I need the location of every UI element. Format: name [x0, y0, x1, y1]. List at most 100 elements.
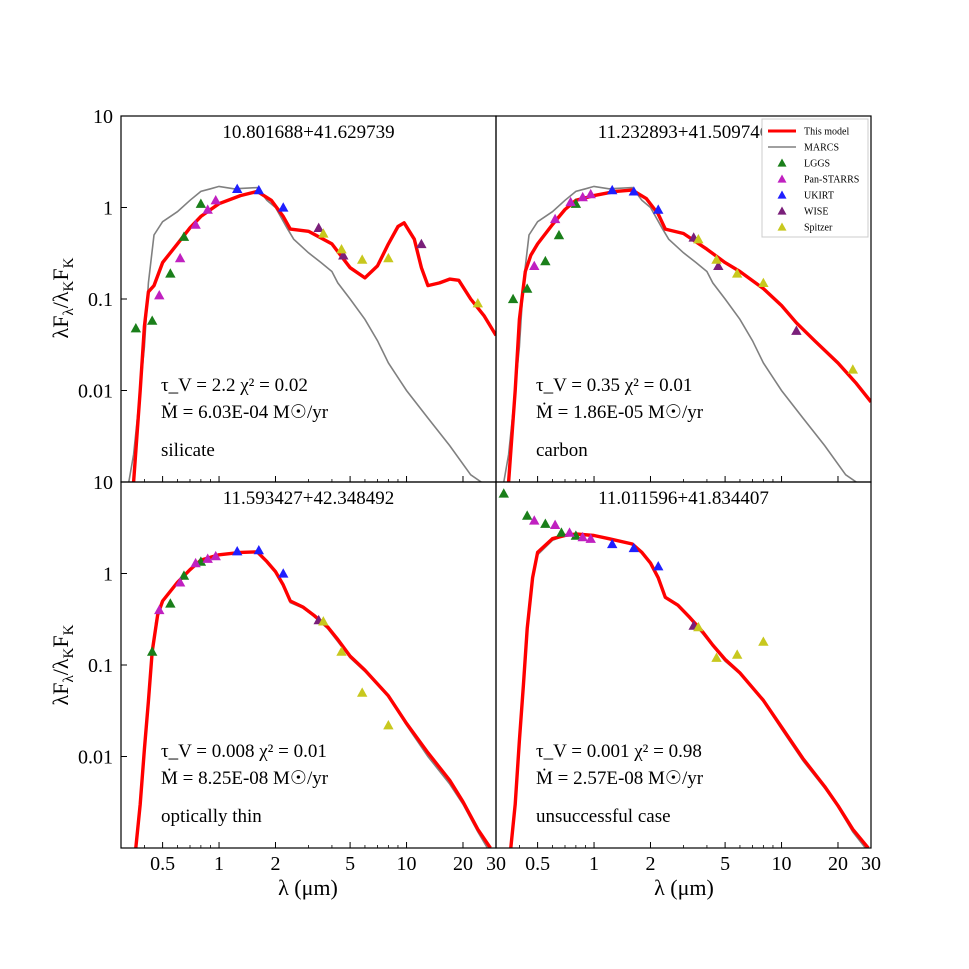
legend-label: This model — [804, 127, 849, 138]
x-tick-label: 5 — [345, 853, 355, 875]
data-point-ukirt — [653, 561, 664, 571]
panels: 10.801688+41.629739 τ_V = 2.2 χ² = 0.02 Ṁ … — [78, 106, 881, 875]
data-point-pan-starrs — [529, 515, 540, 525]
panel-frame — [120, 115, 497, 483]
data-point-pan-starrs — [190, 219, 201, 229]
data-point-lggs — [556, 527, 567, 537]
data-point-ukirt — [278, 202, 289, 212]
data-point-pan-starrs — [154, 290, 165, 300]
data-point-lggs — [521, 283, 533, 293]
x-axis-label-right: λ (μm) — [654, 875, 714, 900]
x-tick-label: 30 — [861, 853, 881, 875]
data-point-spitzer — [758, 277, 769, 288]
data-point-spitzer — [711, 254, 722, 264]
x-tick-label: 2 — [645, 853, 655, 875]
data-point-lggs — [521, 510, 533, 520]
data-point-ukirt — [607, 538, 618, 549]
x-axis-label-left: λ (μm) — [278, 875, 338, 900]
tau-chi2-annotation: τ_V = 2.2 χ² = 0.02 — [161, 375, 308, 396]
x-tick-label: 0.5 — [525, 853, 550, 875]
data-point-lggs — [570, 530, 582, 540]
data-point-spitzer — [356, 687, 368, 697]
data-point-ukirt — [278, 568, 289, 578]
legend-entry: This model — [768, 127, 849, 138]
panel-frame — [120, 481, 497, 849]
data-point-lggs — [146, 646, 158, 656]
legend-label: LGGS — [804, 159, 830, 170]
panel-title: 11.593427+42.348492 — [223, 488, 395, 509]
data-point-pan-starrs — [174, 577, 186, 587]
data-point-pan-starrs — [210, 550, 221, 561]
data-point-spitzer — [693, 621, 704, 632]
x-tick-label: 1 — [214, 853, 224, 875]
data-point-spitzer — [336, 244, 347, 254]
legend-entry: MARCS — [768, 143, 839, 154]
legend-label: Spitzer — [804, 223, 833, 234]
y-tick-label: 0.01 — [78, 747, 113, 769]
dust-type-note: silicate — [161, 440, 215, 461]
legend-entry: WISE — [777, 206, 828, 218]
data-point-pan-starrs — [529, 260, 540, 271]
data-point-pan-starrs — [549, 213, 561, 224]
data-point-lggs — [553, 229, 565, 240]
data-point-pan-starrs — [210, 195, 221, 205]
data-point-pan-starrs — [577, 191, 588, 202]
data-point-wise — [713, 260, 724, 271]
data-point-pan-starrs — [585, 188, 596, 199]
legend-entry: Spitzer — [777, 222, 833, 234]
data-point-pan-starrs — [577, 531, 588, 542]
data-point-spitzer — [383, 719, 394, 730]
data-point-lggs — [540, 255, 551, 266]
dust-type-note: carbon — [536, 440, 588, 461]
x-tick-label: 2 — [270, 853, 280, 875]
x-tick-label: 30 — [486, 853, 506, 875]
tau-chi2-annotation: τ_V = 0.001 χ² = 0.98 — [536, 741, 702, 762]
panel-1: 10.801688+41.629739 τ_V = 2.2 χ² = 0.02 Ṁ … — [78, 106, 497, 494]
panel-2: 11.232893+41.509746 τ_V = 0.35 χ² = 0.01 Ṁ… — [495, 115, 872, 483]
data-point-spitzer — [711, 652, 722, 662]
marcs-line — [503, 185, 857, 482]
y-axis-label-top: λFλ/λKFK — [48, 257, 77, 338]
data-point-lggs — [540, 518, 551, 528]
data-point-spitzer — [693, 234, 704, 244]
data-point-spitzer — [758, 636, 769, 646]
data-point-lggs — [130, 322, 142, 333]
data-point-spitzer — [383, 252, 394, 263]
tau-chi2-annotation: τ_V = 0.008 χ² = 0.01 — [161, 741, 327, 762]
legend-label: MARCS — [804, 143, 839, 154]
mdot-annotation: Ṁ = 2.57E-08 M☉/yr — [536, 768, 704, 789]
data-point-lggs — [178, 231, 190, 241]
data-point-pan-starrs — [565, 196, 576, 207]
data-point-wise — [338, 250, 349, 260]
data-point-pan-starrs — [202, 204, 213, 214]
data-point-lggs — [165, 268, 176, 278]
model-line — [506, 188, 871, 482]
data-point-spitzer — [731, 268, 743, 278]
data-point-spitzer — [318, 616, 329, 626]
dust-type-note: optically thin — [161, 806, 262, 827]
data-point-wise — [313, 222, 324, 232]
mdot-annotation: Ṁ = 8.25E-08 M☉/yr — [161, 768, 329, 789]
y-tick-label: 10 — [93, 472, 113, 494]
x-tick-label: 10 — [397, 853, 417, 875]
data-point-spitzer — [336, 646, 347, 656]
y-tick-label: 10 — [93, 106, 113, 128]
x-tick-label: 20 — [453, 853, 473, 875]
panel-3: 11.593427+42.348492 τ_V = 0.008 χ² = 0.01… — [78, 481, 506, 875]
data-point-wise — [416, 238, 427, 249]
data-point-ukirt — [253, 184, 265, 195]
x-tick-label: 1 — [589, 853, 599, 875]
legend-entry: LGGS — [777, 158, 830, 170]
legend-label: WISE — [804, 207, 828, 218]
data-point-pan-starrs — [190, 557, 201, 568]
mdot-annotation: Ṁ = 6.03E-04 M☉/yr — [161, 402, 329, 423]
data-point-ukirt — [653, 204, 664, 214]
x-tick-label: 20 — [828, 853, 848, 875]
panel-4: 11.011596+41.834407 τ_V = 0.001 χ² = 0.98… — [495, 481, 881, 875]
data-point-spitzer — [356, 254, 368, 264]
data-point-lggs — [195, 198, 207, 208]
data-point-ukirt — [253, 544, 265, 555]
mdot-annotation: Ṁ = 1.86E-05 M☉/yr — [536, 402, 704, 423]
data-point-pan-starrs — [202, 553, 213, 563]
